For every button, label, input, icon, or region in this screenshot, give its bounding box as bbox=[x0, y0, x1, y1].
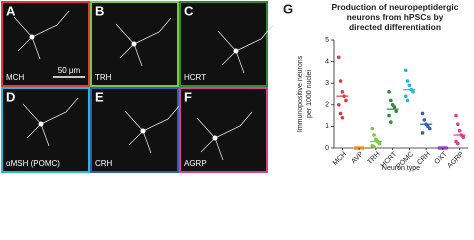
data-point bbox=[372, 145, 376, 149]
soma bbox=[131, 41, 137, 47]
y-axis-label: Immunopositive neurons per 1000 nuclei bbox=[297, 55, 313, 132]
data-point bbox=[372, 133, 376, 137]
y-tick-label: 0 bbox=[325, 145, 329, 152]
panel-letter: C bbox=[184, 3, 194, 18]
neuron bbox=[124, 104, 181, 154]
panel-label: TRH bbox=[95, 73, 112, 82]
panel-letter: A bbox=[6, 3, 16, 18]
x-tick-label: AVP bbox=[350, 151, 365, 166]
chart-title: Production of neuropeptidergic neurons fr… bbox=[331, 2, 458, 32]
data-point bbox=[336, 55, 341, 60]
data-point bbox=[338, 111, 343, 116]
data-point bbox=[454, 113, 458, 118]
scale-bar-label: 50 μm bbox=[58, 66, 81, 75]
data-point bbox=[405, 98, 410, 103]
neuron bbox=[13, 10, 70, 60]
y-tick-label: 3 bbox=[325, 80, 329, 87]
neuron bbox=[217, 24, 274, 74]
data-point bbox=[389, 120, 393, 124]
y-tick-label: 4 bbox=[325, 58, 329, 65]
micrograph bbox=[179, 87, 268, 173]
x-tick-label: MCH bbox=[332, 151, 348, 167]
x-tick-label: AGRP bbox=[446, 151, 465, 170]
data-point bbox=[340, 115, 345, 120]
panel-letter: F bbox=[184, 89, 192, 104]
x-axis-label: Neuron type bbox=[382, 165, 420, 172]
neuron bbox=[115, 17, 172, 67]
soma bbox=[212, 135, 218, 141]
data-point bbox=[422, 118, 427, 122]
panel-label: AGRP bbox=[184, 159, 207, 168]
data-point bbox=[405, 79, 410, 83]
panel-label: HCRT bbox=[184, 73, 206, 82]
data-point bbox=[377, 141, 382, 146]
data-point bbox=[387, 113, 391, 118]
y-tick-label: 2 bbox=[325, 102, 329, 109]
panel-letter: E bbox=[95, 89, 104, 104]
panel-letter: D bbox=[6, 89, 15, 104]
data-point bbox=[411, 90, 415, 94]
soma bbox=[38, 121, 44, 127]
data-point bbox=[338, 79, 343, 83]
data-point bbox=[427, 126, 432, 131]
panel-letter: B bbox=[95, 3, 104, 18]
x-tick-label: CRH bbox=[416, 151, 432, 167]
data-point bbox=[420, 131, 425, 135]
y-tick-label: 5 bbox=[325, 37, 329, 44]
soma bbox=[233, 48, 239, 54]
micrograph bbox=[179, 1, 268, 87]
data-point bbox=[403, 68, 408, 73]
data-point bbox=[456, 122, 460, 127]
data-point bbox=[336, 103, 341, 107]
panel-label: CRH bbox=[95, 159, 113, 168]
data-point bbox=[392, 105, 397, 109]
figure-label: G bbox=[283, 1, 293, 16]
data-point bbox=[461, 135, 466, 139]
panel-label: αMSH (POMC) bbox=[6, 159, 60, 168]
micrograph bbox=[1, 1, 90, 87]
soma bbox=[140, 128, 146, 134]
data-point bbox=[340, 90, 345, 94]
y-tick-label: 1 bbox=[325, 123, 329, 130]
data-point bbox=[387, 90, 391, 94]
micrograph bbox=[90, 87, 179, 173]
data-point bbox=[394, 109, 399, 114]
panel-label: MCH bbox=[6, 73, 24, 82]
data-point bbox=[344, 98, 348, 103]
data-point bbox=[456, 141, 460, 146]
data-point bbox=[420, 111, 425, 116]
data-point bbox=[389, 98, 393, 103]
neuron bbox=[22, 97, 79, 147]
soma bbox=[29, 34, 35, 40]
data-point bbox=[370, 126, 375, 131]
neuron bbox=[196, 111, 253, 161]
data-point bbox=[457, 128, 462, 133]
data-point bbox=[403, 94, 408, 98]
data-point bbox=[407, 83, 412, 88]
